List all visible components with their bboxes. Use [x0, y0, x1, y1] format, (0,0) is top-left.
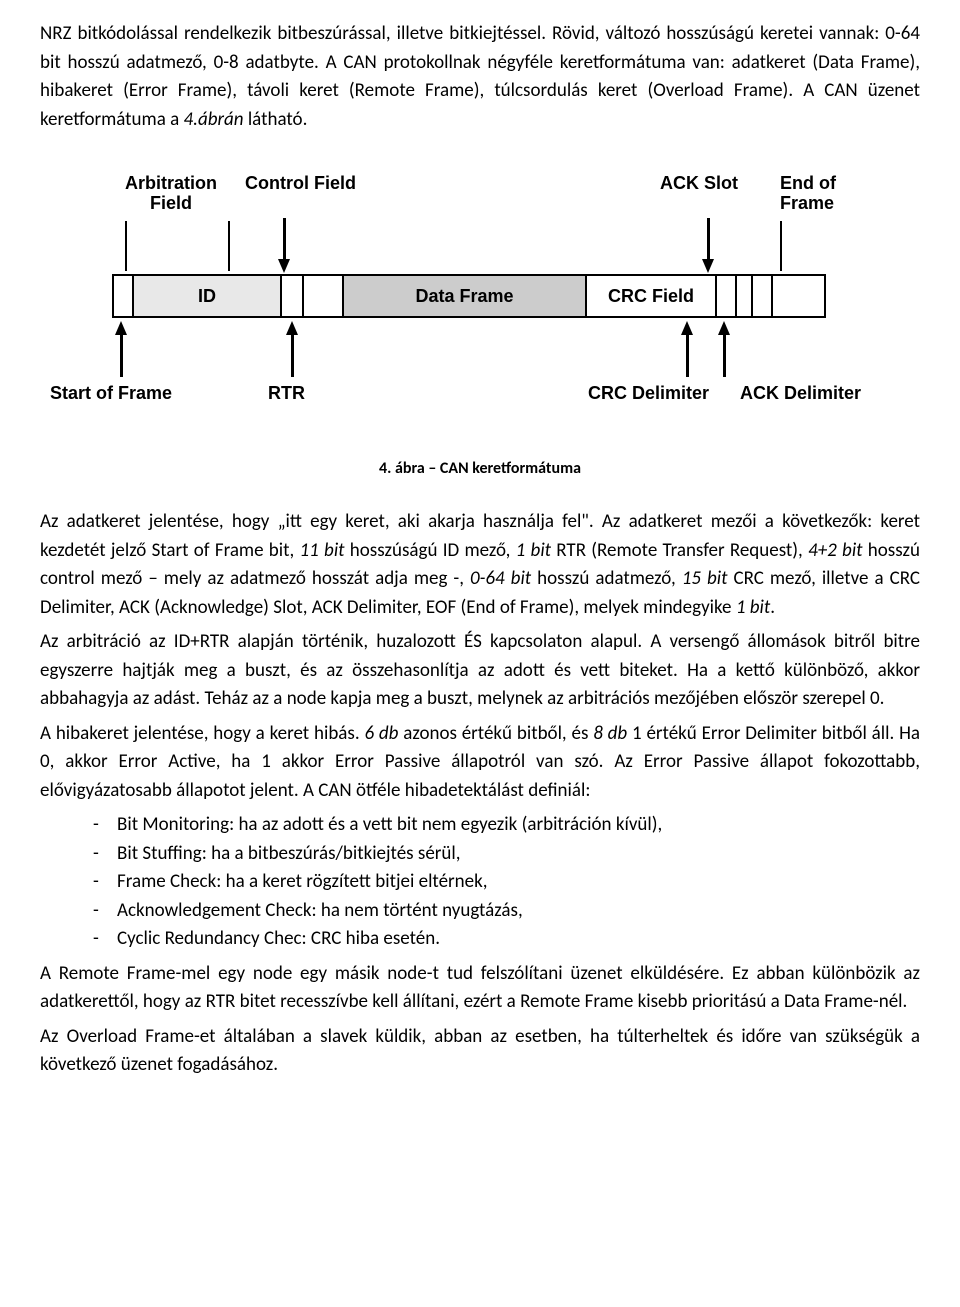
label-eof: End of Frame	[780, 174, 836, 214]
intro-paragraph: NRZ bitkódolással rendelkezik bitbeszúrá…	[40, 20, 920, 134]
frame-sof	[112, 274, 132, 318]
error-detection-list: Bit Monitoring: ha az adott és a vett bi…	[85, 811, 920, 954]
p2j: 15 bit	[682, 567, 728, 590]
frame-id: ID	[132, 274, 282, 318]
p6: Az Overload Frame-et általában a slavek …	[40, 1023, 920, 1080]
p2i: hosszú adatmező,	[531, 567, 682, 590]
list-item-1: Bit Monitoring: ha az adott és a vett bi…	[85, 811, 920, 840]
frame-eof	[771, 274, 826, 318]
p4a: A hibakeret jelentése, hogy a keret hibá…	[40, 722, 364, 745]
frame-ctrl	[302, 274, 342, 318]
can-frame-diagram: Arbitration Field Control Field ACK Slot…	[40, 169, 920, 439]
frame-crcd	[717, 274, 735, 318]
list-item-5: Cyclic Redundancy Chec: CRC hiba esetén.	[85, 925, 920, 954]
p2l: 1 bit	[736, 596, 770, 619]
p2e: RTR (Remote Transfer Request),	[551, 539, 808, 562]
p2: Az adatkeret jelentése, hogy „itt egy ke…	[40, 508, 920, 622]
list-item-4: Acknowledgement Check: ha nem történt ny…	[85, 897, 920, 926]
list-item-2: Bit Stuffing: ha a bitbeszúrás/bitkiejté…	[85, 840, 920, 869]
p3: Az arbitráció az ID+RTR alapján történik…	[40, 628, 920, 714]
label-crcd: CRC Delimiter	[588, 384, 709, 404]
p2b: 11 bit	[300, 539, 345, 562]
label-ack-slot: ACK Slot	[660, 174, 738, 194]
frame-row: ID Data Frame CRC Field	[112, 274, 826, 318]
p1-text-a: NRZ bitkódolással rendelkezik bitbeszúrá…	[40, 22, 920, 131]
p2c: hosszúságú ID mező,	[345, 539, 516, 562]
p4c: azonos értékű bitből, és	[398, 722, 593, 745]
label-sof: Start of Frame	[50, 384, 172, 404]
p5: A Remote Frame-mel egy node egy másik no…	[40, 960, 920, 1017]
diagram-caption: 4. ábra – CAN keretformátuma	[40, 459, 920, 478]
frame-ack	[735, 274, 753, 318]
p4b: 6 db	[364, 722, 398, 745]
frame-crc: CRC Field	[587, 274, 717, 318]
p1-text-c: látható.	[244, 108, 308, 131]
p2h: 0-64 bit	[470, 567, 531, 590]
frame-ackd	[753, 274, 771, 318]
label-control: Control Field	[245, 174, 356, 194]
label-arbitration: Arbitration Field	[125, 174, 217, 214]
label-rtr: RTR	[268, 384, 305, 404]
frame-data: Data Frame	[342, 274, 587, 318]
label-ackd: ACK Delimiter	[740, 384, 861, 404]
p1-text-b: 4.ábrán	[184, 108, 244, 131]
p2f: 4+2 bit	[808, 539, 862, 562]
p4: A hibakeret jelentése, hogy a keret hibá…	[40, 720, 920, 806]
list-item-3: Frame Check: ha a keret rögzített bitjei…	[85, 868, 920, 897]
p2d: 1 bit	[516, 539, 551, 562]
frame-rtr	[282, 274, 302, 318]
p2m: .	[770, 596, 775, 619]
p4d: 8 db	[593, 722, 627, 745]
